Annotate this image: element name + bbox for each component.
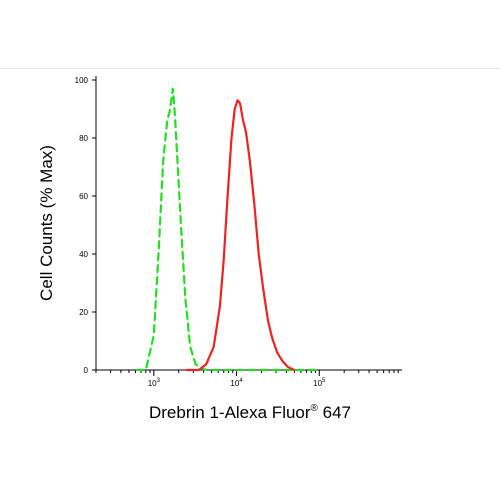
x-axis-label-main: Drebrin 1-Alexa Fluor xyxy=(149,403,311,422)
y-tick-label: 40 xyxy=(79,250,88,259)
y-axis-label: Cell Counts (% Max) xyxy=(37,145,56,301)
x-tick-label: 104 xyxy=(230,378,243,388)
x-axis-label: Drebrin 1-Alexa Fluor® 647 xyxy=(149,403,351,422)
x-axis-label-superscript: ® xyxy=(311,403,319,414)
y-tick-label: 60 xyxy=(79,192,88,201)
axes xyxy=(95,76,402,371)
x-axis-ticks: 103 104 105 xyxy=(95,370,399,388)
top-divider xyxy=(0,68,500,69)
y-axis-ticks: 0 20 40 60 80 100 xyxy=(75,76,96,375)
series-line-control-dashed xyxy=(135,87,321,372)
x-tick-label: 105 xyxy=(313,378,326,388)
y-tick-label: 20 xyxy=(79,308,88,317)
x-axis-label-suffix: 647 xyxy=(318,403,351,422)
y-tick-label: 0 xyxy=(84,366,89,375)
series-group xyxy=(135,87,321,372)
x-tick-label: 103 xyxy=(148,378,161,388)
y-tick-label: 100 xyxy=(75,76,89,85)
series-line-sample-solid xyxy=(185,99,296,372)
y-tick-label: 80 xyxy=(79,134,88,143)
